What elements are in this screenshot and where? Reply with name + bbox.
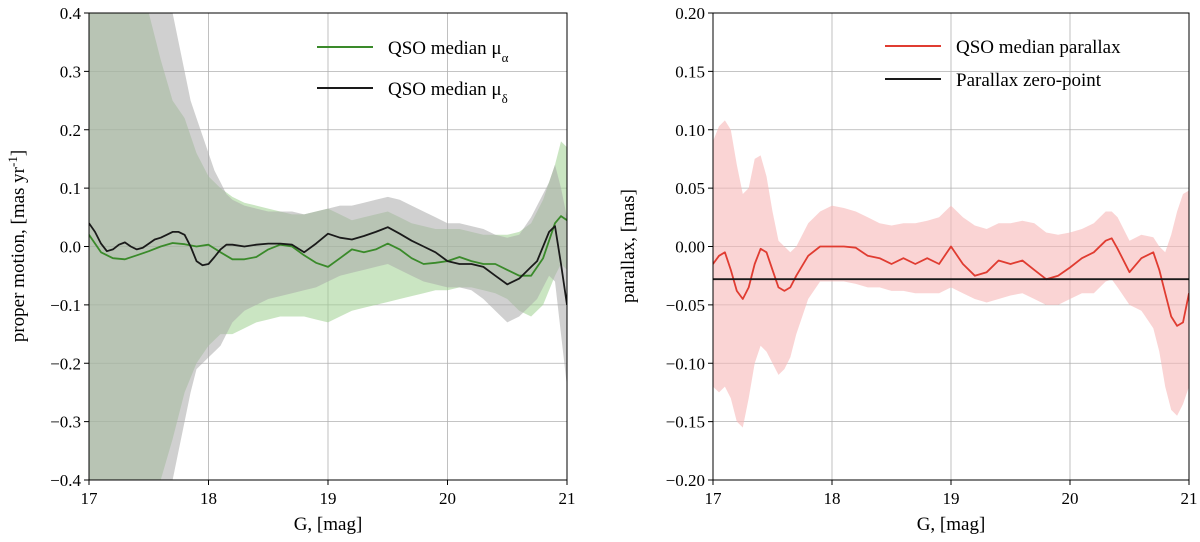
x-tick-label: 21 xyxy=(1181,489,1198,508)
legend-label-mu-delta: QSO median μδ xyxy=(388,79,508,106)
y-tick-label: 0.15 xyxy=(675,62,705,81)
y-tick-label: −0.15 xyxy=(666,413,705,432)
y-tick-label: −0.1 xyxy=(50,296,81,315)
x-tick-label: 17 xyxy=(81,489,99,508)
axis-ticks: 17 18 19 20 21 −0.20 −0.15 −0.10 −0.05 0.00 0.05 0.… xyxy=(666,4,1198,508)
confidence-bands xyxy=(713,120,1189,428)
x-tick-label: 18 xyxy=(200,489,217,508)
x-tick-label: 20 xyxy=(439,489,456,508)
x-tick-label: 19 xyxy=(320,489,337,508)
proper-motion-chart: 17 18 19 20 21 −0.4 −0.3 −0.2 −0.1 0.0 0.1 0.2 0.3 0.… xyxy=(5,4,576,535)
y-tick-label: −0.05 xyxy=(666,296,705,315)
legend: QSO median parallax Parallax zero-point xyxy=(885,37,1121,91)
y-tick-label: 0.3 xyxy=(60,62,81,81)
y-axis-label: proper motion, [mas yr-1] xyxy=(5,150,30,342)
y-tick-label: −0.4 xyxy=(50,471,81,490)
parallax-chart: 17 18 19 20 21 −0.20 −0.15 −0.10 −0.05 0.00 0.05 0.… xyxy=(618,4,1198,535)
x-tick-label: 20 xyxy=(1062,489,1079,508)
y-tick-label: −0.10 xyxy=(666,354,705,373)
band-series-0 xyxy=(713,120,1189,428)
line-series-0 xyxy=(89,215,567,277)
legend-label-parallax: QSO median parallax xyxy=(956,37,1121,58)
y-tick-label: −0.20 xyxy=(666,471,705,490)
y-tick-label: 0.4 xyxy=(60,4,82,23)
y-tick-label: 0.0 xyxy=(60,238,81,257)
y-tick-label: 0.20 xyxy=(675,4,705,23)
y-axis-label: parallax, [mas] xyxy=(618,189,639,303)
x-tick-label: 21 xyxy=(559,489,576,508)
y-tick-label: 0.00 xyxy=(675,238,705,257)
x-axis-label: G, [mag] xyxy=(294,514,363,535)
x-axis-label: G, [mag] xyxy=(917,514,986,535)
legend: QSO median μα QSO median μδ xyxy=(317,38,509,106)
line-series-0 xyxy=(713,237,1189,327)
legend-label-zero-point: Parallax zero-point xyxy=(956,70,1102,91)
legend-label-mu-alpha: QSO median μα xyxy=(388,38,509,65)
y-tick-label: 0.05 xyxy=(675,179,705,198)
y-tick-label: 0.2 xyxy=(60,121,81,140)
axis-ticks: 17 18 19 20 21 −0.4 −0.3 −0.2 −0.1 0.0 0.1 0.2 0.3 0.… xyxy=(50,4,575,508)
median-lines xyxy=(89,215,567,306)
confidence-bands xyxy=(89,13,567,480)
y-tick-label: 0.1 xyxy=(60,179,81,198)
y-tick-label: −0.3 xyxy=(50,413,81,432)
band-series-1 xyxy=(89,13,567,480)
median-lines xyxy=(713,237,1189,327)
y-tick-label: −0.2 xyxy=(50,354,81,373)
y-tick-label: 0.10 xyxy=(675,121,705,140)
x-tick-label: 18 xyxy=(824,489,841,508)
x-tick-label: 19 xyxy=(943,489,960,508)
x-tick-label: 17 xyxy=(705,489,723,508)
line-series-1 xyxy=(89,222,567,306)
